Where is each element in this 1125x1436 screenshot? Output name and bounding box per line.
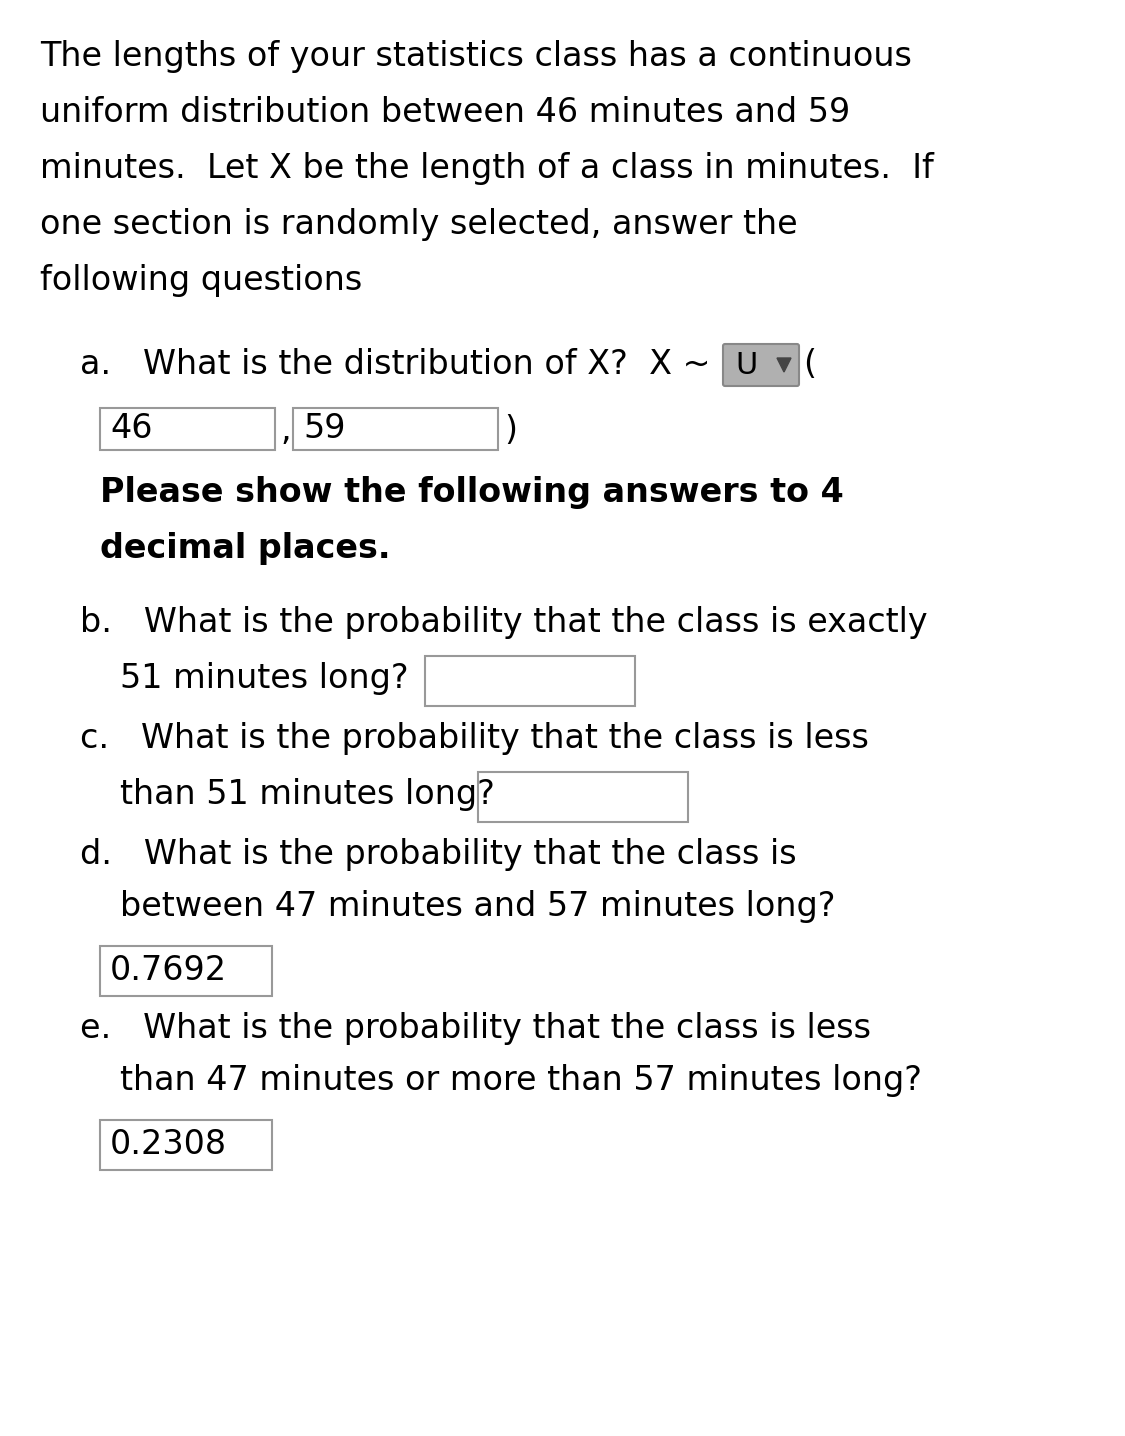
Text: (: (: [803, 348, 816, 381]
Text: b.   What is the probability that the class is exactly: b. What is the probability that the clas…: [80, 606, 928, 639]
Text: e.   What is the probability that the class is less: e. What is the probability that the clas…: [80, 1012, 871, 1045]
Text: Please show the following answers to 4: Please show the following answers to 4: [100, 475, 844, 508]
Text: 0.7692: 0.7692: [110, 955, 227, 988]
Text: one section is randomly selected, answer the: one section is randomly selected, answer…: [40, 208, 798, 241]
Text: following questions: following questions: [40, 264, 362, 297]
Text: 46: 46: [110, 412, 153, 445]
Text: c.   What is the probability that the class is less: c. What is the probability that the clas…: [80, 722, 869, 755]
Polygon shape: [777, 358, 791, 372]
Text: between 47 minutes and 57 minutes long?: between 47 minutes and 57 minutes long?: [120, 890, 836, 923]
Text: The lengths of your statistics class has a continuous: The lengths of your statistics class has…: [40, 40, 912, 73]
Text: than 47 minutes or more than 57 minutes long?: than 47 minutes or more than 57 minutes …: [120, 1064, 922, 1097]
Bar: [425, 656, 634, 707]
Text: decimal places.: decimal places.: [100, 531, 390, 564]
Text: ,: ,: [280, 414, 290, 447]
Text: 51 minutes long?: 51 minutes long?: [120, 662, 408, 695]
FancyBboxPatch shape: [723, 345, 799, 386]
Text: uniform distribution between 46 minutes and 59: uniform distribution between 46 minutes …: [40, 96, 850, 129]
Text: d.   What is the probability that the class is: d. What is the probability that the clas…: [80, 839, 796, 872]
Bar: [100, 408, 274, 449]
Bar: [478, 773, 688, 821]
Text: 0.2308: 0.2308: [110, 1129, 227, 1162]
Bar: [100, 1120, 272, 1170]
Text: than 51 minutes long?: than 51 minutes long?: [120, 778, 495, 811]
Bar: [292, 408, 498, 449]
Text: 59: 59: [303, 412, 345, 445]
Bar: [100, 946, 272, 997]
Text: minutes.  Let X be the length of a class in minutes.  If: minutes. Let X be the length of a class …: [40, 152, 934, 185]
Text: ): ): [504, 414, 518, 447]
Text: a.   What is the distribution of X?  X ~: a. What is the distribution of X? X ~: [80, 348, 711, 381]
Text: U: U: [735, 350, 757, 379]
